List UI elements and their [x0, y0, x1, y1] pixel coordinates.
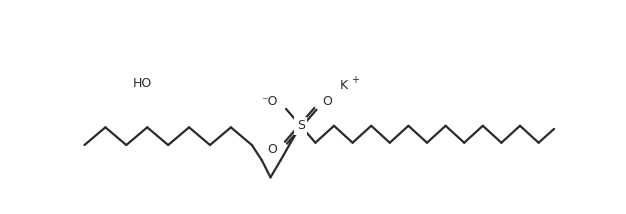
- Text: O: O: [267, 143, 277, 156]
- Text: ⁻O: ⁻O: [261, 95, 277, 108]
- Text: HO: HO: [133, 77, 152, 90]
- Text: S: S: [297, 119, 305, 132]
- Text: O: O: [322, 95, 332, 108]
- Text: +: +: [351, 75, 359, 85]
- Text: K: K: [340, 79, 348, 92]
